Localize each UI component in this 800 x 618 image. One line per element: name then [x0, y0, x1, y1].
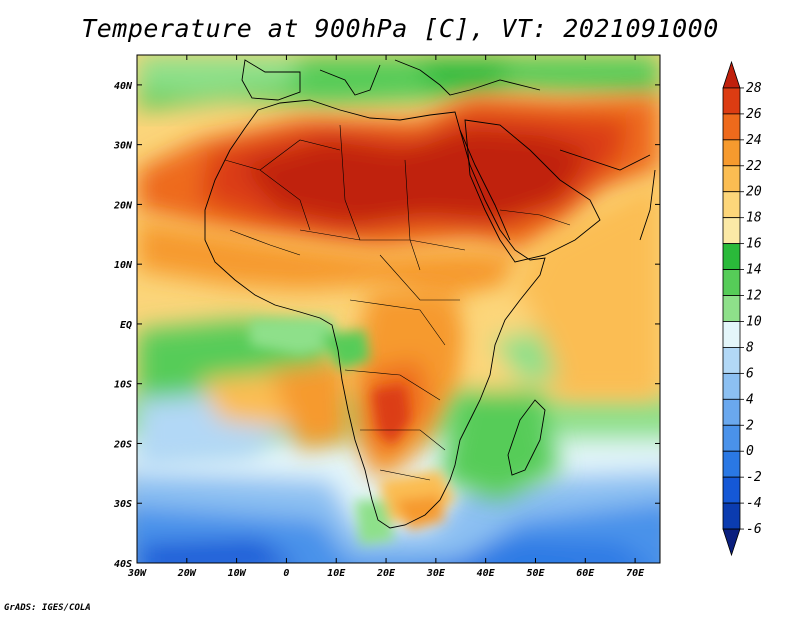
- lon-tick-label: 50E: [526, 568, 545, 579]
- colorbar-box: [722, 113, 741, 141]
- colorbar-box: [722, 165, 741, 193]
- colorbar-box: [722, 424, 741, 452]
- colorbar-label: 14: [746, 263, 762, 278]
- colorbar-label: 4: [746, 392, 754, 407]
- longitude-axis: 30W 20W 10W 0 10E 20E 30E 40E 50E 60E 70E: [127, 55, 645, 579]
- colorbar-label: -4: [746, 496, 762, 511]
- colorbar-max-triangle: [722, 60, 741, 89]
- colorbar-box: [722, 476, 741, 504]
- colorbar-box: [722, 139, 741, 167]
- colorbar-label: -2: [746, 470, 762, 485]
- colorbar-label: 24: [746, 133, 762, 148]
- plot-frame: [136, 54, 661, 564]
- colorbar-box: [722, 398, 741, 426]
- lon-tick-label: 70E: [626, 568, 645, 579]
- lat-tick-label: 30S: [113, 499, 132, 510]
- colorbar-label: 26: [746, 107, 762, 122]
- colorbar-label: -6: [746, 522, 762, 537]
- lon-tick-label: 60E: [576, 568, 595, 579]
- colorbar-box: [722, 372, 741, 400]
- lat-tick-label: 20S: [113, 439, 132, 450]
- lat-tick-label: 20N: [113, 200, 133, 211]
- colorbar-box: [722, 191, 741, 219]
- latitude-axis: 40N 30N 20N 10N EQ 10S 20S 30S 40S: [113, 81, 660, 570]
- colorbar-label: 22: [746, 159, 762, 174]
- colorbar-box: [722, 450, 741, 478]
- colorbar-box: [722, 502, 741, 530]
- colorbar-label: 0: [746, 444, 754, 459]
- lat-tick-label: 10N: [114, 260, 133, 271]
- lon-tick-label: 30E: [426, 568, 446, 579]
- colorbar-label: 16: [746, 237, 762, 252]
- lon-tick-label: 30W: [127, 568, 147, 579]
- colorbar-label: 8: [746, 340, 754, 355]
- colorbar-label: 2: [746, 418, 754, 433]
- colorbar-box: [722, 243, 741, 270]
- country-borders: [224, 124, 571, 481]
- colorbar-label: 10: [746, 314, 762, 329]
- lat-tick-label: 40S: [114, 559, 132, 570]
- lat-tick-label: 40N: [114, 81, 133, 92]
- colorbar-label: 28: [746, 81, 762, 96]
- lat-tick-label: 30N: [113, 141, 133, 152]
- lon-tick-label: 10E: [327, 568, 346, 579]
- colorbar-box: [722, 269, 741, 296]
- colorbar-box: [722, 347, 741, 374]
- lon-tick-label: 20W: [177, 568, 197, 579]
- colorbar-box: [722, 295, 741, 322]
- lat-tick-label: EQ: [120, 320, 132, 331]
- colorbar-box: [722, 87, 741, 115]
- temperature-field: [137, 55, 660, 563]
- colorbar-label: 18: [746, 211, 762, 226]
- lon-tick-label: 40E: [477, 568, 496, 579]
- lon-tick-label: 10W: [228, 568, 247, 579]
- lon-tick-label: 20E: [376, 568, 396, 579]
- colorbar-box: [722, 217, 741, 245]
- colorbar-label: 20: [746, 185, 762, 200]
- colorbar-label: 6: [746, 366, 754, 381]
- lat-tick-label: 10S: [114, 380, 132, 391]
- lon-tick-label: 0: [283, 568, 289, 579]
- colorbar-box: [722, 321, 741, 348]
- coastlines: [204, 59, 656, 529]
- colorbar-label: 12: [746, 289, 762, 304]
- chart-title: Temperature at 900hPa [C], VT: 202109100…: [81, 14, 719, 43]
- colorbar-min-triangle: [722, 528, 741, 557]
- credit-text: GrADS: IGES/COLA: [4, 603, 91, 613]
